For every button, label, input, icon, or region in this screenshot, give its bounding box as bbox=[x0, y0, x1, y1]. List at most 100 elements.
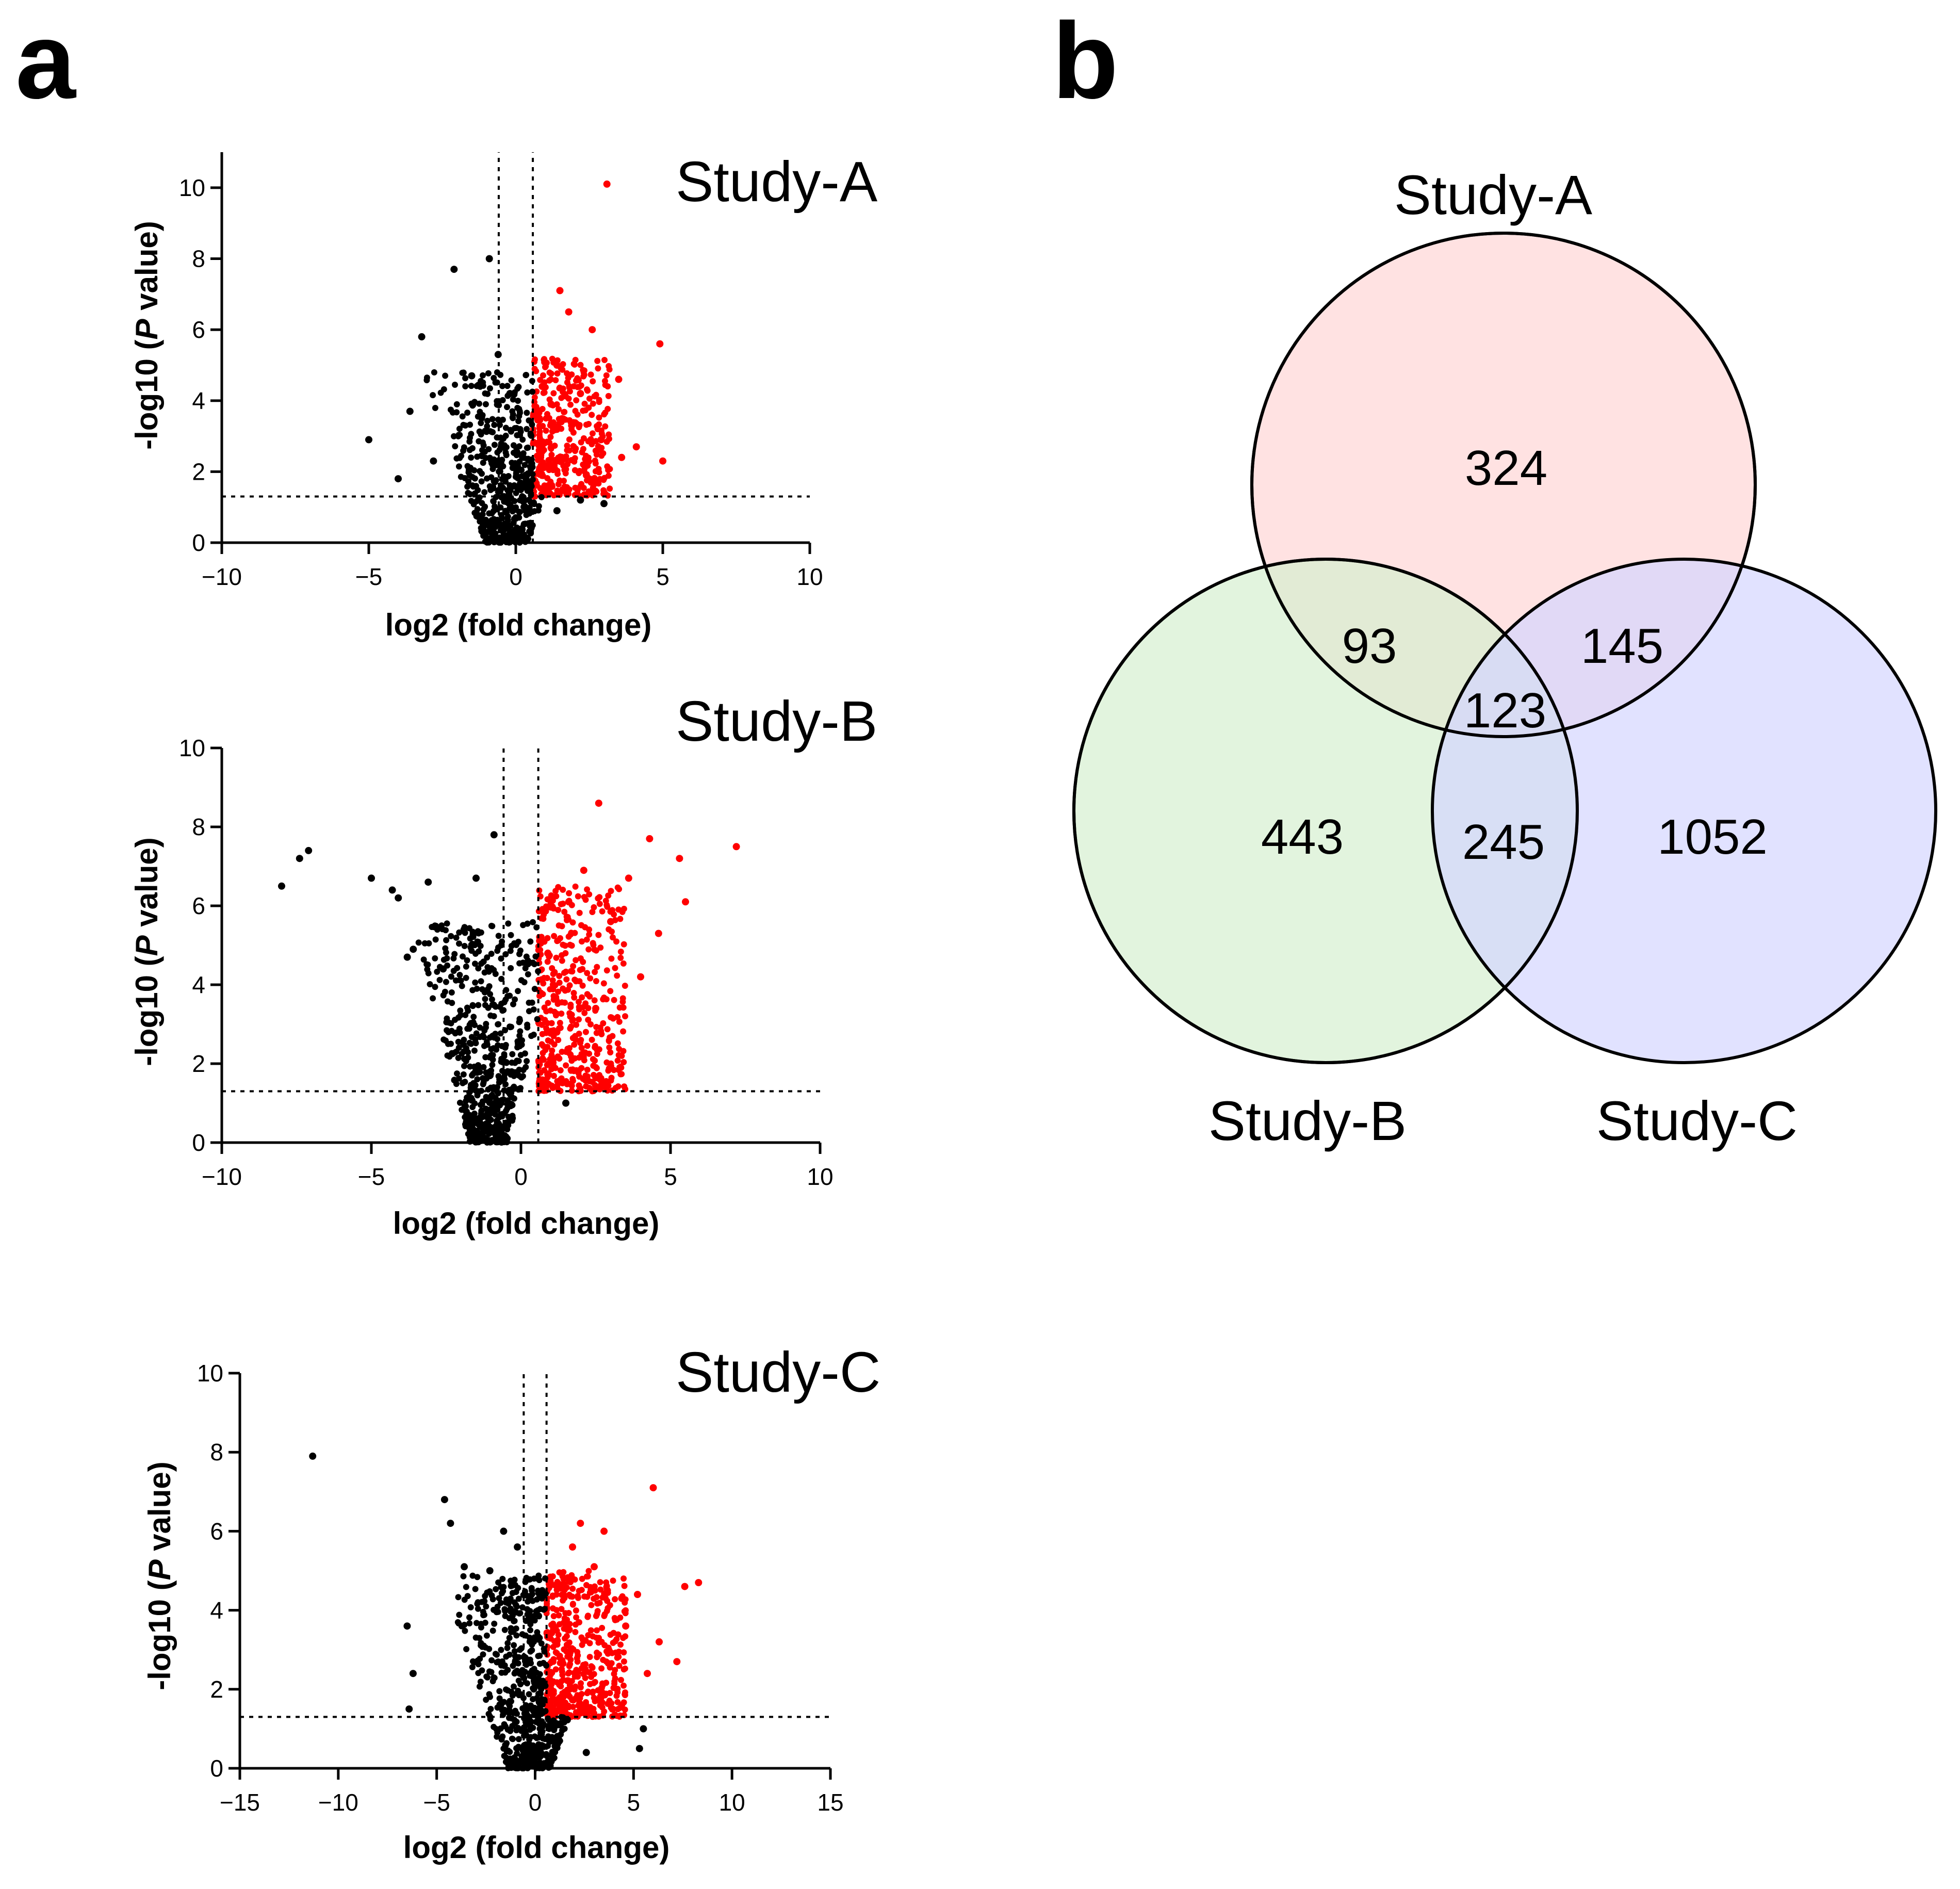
point-other bbox=[423, 961, 430, 968]
point-up bbox=[547, 434, 554, 441]
point-other bbox=[488, 996, 495, 1003]
point-up bbox=[578, 1045, 585, 1051]
point-up bbox=[564, 447, 570, 453]
point-up bbox=[559, 923, 565, 930]
point-other bbox=[514, 1725, 521, 1732]
point-other bbox=[434, 968, 440, 975]
y-tick-label: 2 bbox=[192, 458, 205, 485]
point-other bbox=[506, 1651, 513, 1658]
point-up bbox=[593, 947, 599, 954]
point-other bbox=[533, 1609, 540, 1616]
point-up bbox=[597, 1694, 603, 1701]
point-other bbox=[530, 919, 536, 925]
point-other bbox=[456, 1099, 463, 1106]
venn-count-a-b-c: 123 bbox=[1464, 683, 1546, 738]
point-up bbox=[577, 1085, 584, 1092]
point-up bbox=[574, 1658, 581, 1665]
y-tick-label: 2 bbox=[210, 1676, 223, 1703]
y-tick-label: 0 bbox=[192, 1129, 205, 1156]
point-up bbox=[603, 1648, 610, 1655]
point-other bbox=[503, 1120, 510, 1127]
point-up bbox=[565, 898, 573, 906]
point-up bbox=[549, 897, 556, 904]
point-up bbox=[620, 1059, 627, 1065]
point-up bbox=[548, 1622, 554, 1628]
point-up bbox=[566, 1627, 573, 1634]
point-other bbox=[512, 474, 519, 480]
point-other bbox=[537, 1749, 544, 1755]
point-up bbox=[562, 1610, 569, 1617]
point-other bbox=[519, 454, 526, 461]
point-other bbox=[504, 513, 511, 520]
point-up bbox=[553, 1591, 560, 1598]
point-other bbox=[459, 1050, 465, 1057]
point-up bbox=[542, 364, 548, 370]
point-up bbox=[549, 1628, 556, 1635]
point-other bbox=[388, 886, 396, 894]
point-up bbox=[548, 451, 555, 458]
point-up bbox=[580, 867, 587, 874]
point-up bbox=[571, 1041, 578, 1048]
point-up bbox=[554, 456, 561, 462]
point-other bbox=[465, 490, 471, 496]
point-other bbox=[481, 1611, 487, 1618]
point-up bbox=[531, 403, 538, 409]
point-other bbox=[460, 925, 468, 933]
point-up bbox=[620, 1699, 627, 1706]
point-up bbox=[551, 1041, 558, 1048]
point-up bbox=[587, 1627, 594, 1634]
point-up bbox=[570, 963, 577, 969]
point-other bbox=[424, 878, 432, 886]
point-up bbox=[542, 488, 549, 495]
point-up bbox=[622, 1610, 629, 1617]
point-up bbox=[592, 1698, 598, 1704]
point-other bbox=[487, 457, 494, 464]
point-other bbox=[513, 490, 519, 496]
point-other bbox=[511, 1642, 517, 1649]
point-up bbox=[603, 1078, 610, 1084]
point-other bbox=[561, 1725, 568, 1732]
point-up bbox=[603, 967, 610, 974]
point-other bbox=[462, 383, 469, 389]
point-other bbox=[430, 392, 436, 398]
point-up bbox=[567, 401, 574, 408]
point-up bbox=[589, 412, 595, 418]
point-other bbox=[491, 1001, 497, 1008]
point-other bbox=[483, 1603, 489, 1610]
point-up bbox=[611, 1671, 617, 1677]
point-up bbox=[584, 1066, 591, 1073]
point-up bbox=[606, 1044, 613, 1051]
point-other bbox=[476, 1683, 483, 1690]
point-other bbox=[501, 1606, 508, 1613]
point-up bbox=[597, 1586, 604, 1593]
point-up bbox=[572, 883, 579, 890]
point-up bbox=[560, 886, 566, 893]
y-tick-label: 10 bbox=[179, 174, 205, 201]
point-up bbox=[538, 934, 545, 940]
point-up bbox=[592, 969, 598, 975]
point-up bbox=[564, 461, 571, 467]
point-up bbox=[614, 884, 621, 891]
point-up bbox=[681, 1583, 689, 1590]
point-up bbox=[553, 1679, 560, 1686]
point-up bbox=[544, 958, 551, 965]
point-other bbox=[518, 467, 525, 474]
point-other bbox=[479, 500, 485, 507]
point-other bbox=[470, 1080, 477, 1086]
point-up bbox=[567, 1661, 574, 1667]
point-other bbox=[529, 1591, 535, 1598]
point-up bbox=[545, 457, 552, 463]
point-up bbox=[565, 1670, 571, 1677]
point-other bbox=[489, 462, 496, 469]
point-up bbox=[615, 1631, 622, 1638]
point-up bbox=[563, 976, 570, 983]
point-other bbox=[527, 1672, 533, 1679]
point-up bbox=[579, 449, 585, 455]
point-other bbox=[506, 390, 514, 397]
point-up bbox=[581, 400, 588, 407]
point-other bbox=[635, 1745, 643, 1752]
point-up bbox=[573, 1021, 580, 1028]
point-up bbox=[579, 994, 585, 1001]
point-up bbox=[542, 1047, 549, 1053]
point-up bbox=[594, 423, 600, 430]
